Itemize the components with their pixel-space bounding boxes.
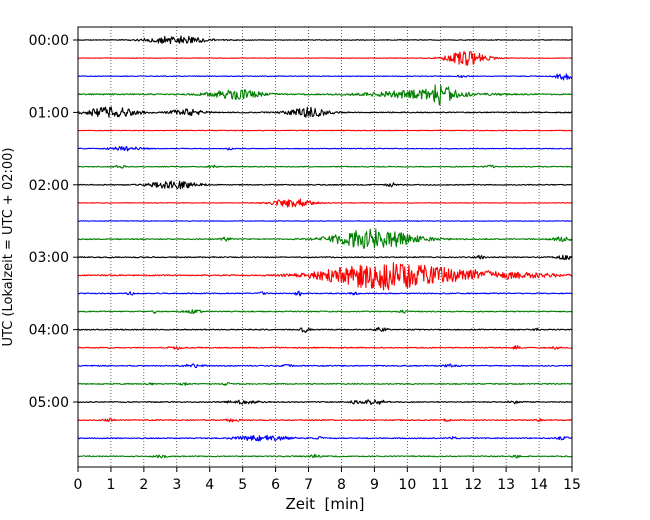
trace-row-22 [77,434,573,442]
trace-row-0 [77,35,573,45]
trace-row-18 [77,363,573,369]
trace-row-8 [77,180,573,190]
x-tick-label-13: 13 [497,477,515,493]
x-tick-label-10: 10 [398,477,416,493]
trace-row-14 [77,290,573,297]
y-tick-label-3: 03:00 [29,250,69,266]
trace-row-9 [77,198,573,208]
trace-row-17 [77,345,573,351]
trace-row-6 [77,145,573,152]
x-axis-ticks: 0 1 2 3 4 5 6 7 8 9 10 11 12 13 14 15 [74,467,581,493]
trace-row-2 [77,73,573,81]
x-tick-label-1: 1 [106,477,115,493]
trace-row-12 [77,254,573,261]
y-axis-ticks: 00:00 01:00 02:00 03:00 04:00 05:00 [29,33,78,411]
x-tick-label-6: 6 [271,477,280,493]
x-tick-label-9: 9 [370,477,379,493]
y-axis-label: UTC (Lokalzeit = UTC + 02:00) [1,148,16,347]
x-tick-label-11: 11 [431,477,449,493]
x-tick-label-15: 15 [563,477,581,493]
x-tick-label-7: 7 [304,477,313,493]
x-tick-label-14: 14 [530,477,548,493]
y-tick-label-5: 05:00 [29,395,69,411]
y-tick-label-4: 04:00 [29,323,69,339]
trace-row-15 [77,309,573,315]
x-tick-label-0: 0 [74,477,83,493]
x-tick-label-5: 5 [238,477,247,493]
trace-row-23 [77,453,573,459]
x-tick-label-4: 4 [205,477,214,493]
x-tick-label-12: 12 [464,477,482,493]
trace-row-7 [77,164,573,169]
trace-row-1 [77,50,573,66]
trace-row-16 [77,326,573,333]
trace-row-20 [77,399,573,406]
vertical-grid [110,27,540,467]
trace-row-13 [77,262,573,291]
y-tick-label-0: 00:00 [29,33,69,49]
x-tick-label-2: 2 [139,477,148,493]
y-tick-label-2: 02:00 [29,178,69,194]
plot-frame [77,26,573,468]
x-tick-label-8: 8 [337,477,346,493]
y-tick-label-1: 01:00 [29,105,69,121]
trace-row-21 [77,417,573,423]
x-tick-label-3: 3 [172,477,181,493]
trace-row-4 [77,106,573,118]
trace-row-10 [77,220,573,222]
trace-row-3 [77,84,573,106]
trace-row-19 [77,382,573,386]
trace-row-5 [77,129,573,132]
seismogram-traces [77,35,573,459]
x-axis-label: Zeit [min] [285,495,364,513]
trace-row-11 [77,228,573,250]
